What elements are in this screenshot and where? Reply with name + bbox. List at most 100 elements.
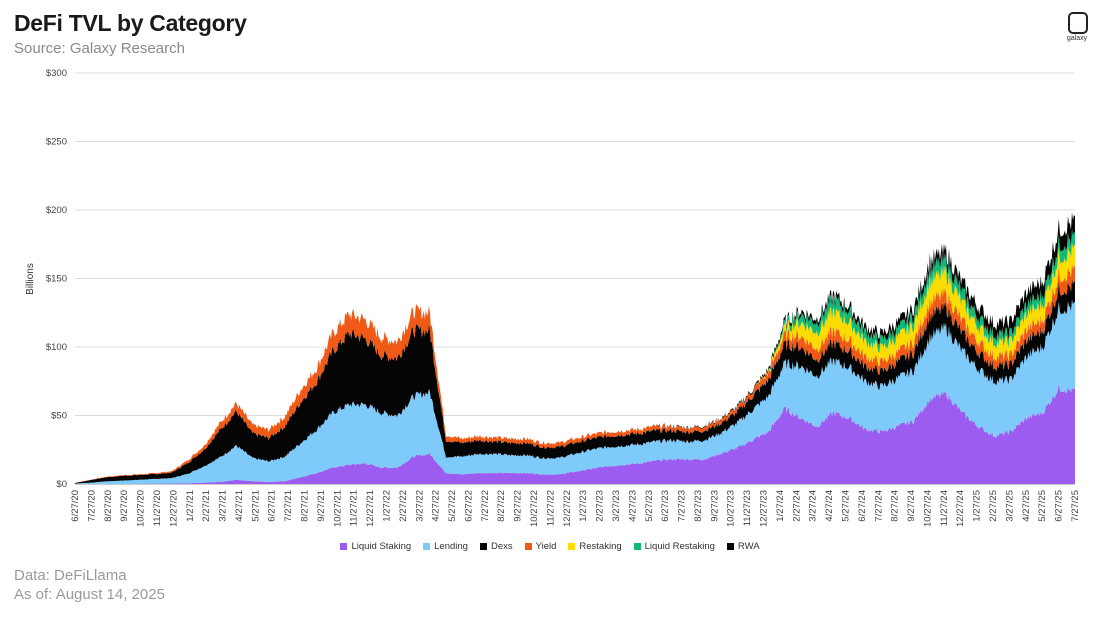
- y-tick-label: $50: [51, 411, 67, 422]
- x-tick-label: 9/27/22: [513, 490, 524, 522]
- x-tick-label: 3/27/25: [1004, 490, 1015, 522]
- x-tick-label: 10/27/20: [136, 490, 147, 527]
- chart-subtitle: Source: Galaxy Research: [14, 40, 185, 57]
- legend-label: RWA: [737, 541, 760, 552]
- x-tick-label: 11/27/20: [152, 490, 163, 526]
- x-tick-label: 9/27/23: [709, 490, 720, 522]
- x-tick-label: 7/27/23: [677, 490, 688, 522]
- x-tick-label: 10/27/21: [332, 490, 343, 527]
- x-tick-label: 12/27/24: [955, 490, 966, 527]
- area-lending: [75, 299, 1075, 484]
- legend-label: Yield: [535, 541, 557, 552]
- x-tick-label: 12/27/21: [365, 490, 376, 527]
- legend-item: Liquid Staking: [340, 541, 411, 552]
- y-axis-label: Billions: [25, 263, 36, 295]
- x-tick-label: 2/27/22: [398, 490, 409, 522]
- x-tick-label: 6/27/22: [463, 490, 474, 522]
- x-tick-label: 4/27/23: [627, 490, 638, 522]
- x-tick-label: 5/27/22: [447, 490, 458, 522]
- legend-swatch: [726, 543, 734, 550]
- legend-swatch: [633, 543, 641, 550]
- legend-swatch: [423, 543, 431, 550]
- x-tick-label: 10/27/23: [726, 490, 737, 527]
- as-of-date-note: As of: August 14, 2025: [14, 586, 165, 603]
- y-tick-label: $250: [46, 137, 67, 148]
- legend-label: Liquid Restaking: [644, 541, 715, 552]
- y-axis-ticks: $0 $50 $100 $150 $200 $250 $300: [46, 68, 67, 490]
- x-tick-label: 7/27/25: [1070, 490, 1081, 522]
- x-tick-label: 6/27/25: [1054, 490, 1065, 522]
- x-tick-label: 1/27/21: [185, 490, 196, 522]
- x-tick-label: 3/27/22: [414, 490, 425, 522]
- galaxy-logo-mark: [1068, 12, 1088, 34]
- x-tick-label: 8/27/24: [890, 490, 901, 522]
- area-dexs: [75, 278, 1075, 484]
- x-tick-label: 12/27/20: [168, 490, 179, 527]
- x-tick-label: 11/27/23: [742, 490, 753, 526]
- x-tick-label: 6/27/24: [857, 490, 868, 522]
- x-tick-label: 9/27/21: [316, 490, 327, 522]
- area-yield: [75, 262, 1075, 483]
- data-source-note: Data: DeFiLlama: [14, 567, 127, 584]
- x-tick-label: 12/27/22: [562, 490, 573, 527]
- legend-label: Liquid Staking: [351, 541, 412, 552]
- x-tick-label: 1/27/24: [775, 490, 786, 522]
- x-tick-label: 4/27/22: [431, 490, 442, 522]
- x-tick-label: 3/27/24: [808, 490, 819, 522]
- y-tick-label: $100: [46, 342, 67, 353]
- x-tick-label: 6/27/20: [70, 490, 81, 522]
- x-tick-label: 8/27/21: [300, 490, 311, 522]
- legend-swatch: [568, 543, 576, 550]
- x-tick-label: 4/27/25: [1021, 490, 1032, 522]
- area-liquid-staking: [75, 384, 1075, 484]
- x-axis-ticks: 6/27/20 7/27/20 8/27/20 9/27/20 10/27/20 11/2…: [70, 490, 1081, 527]
- x-tick-label: 6/27/23: [660, 490, 671, 522]
- x-tick-label: 8/27/20: [103, 490, 114, 522]
- x-tick-label: 12/27/23: [759, 490, 770, 527]
- x-tick-label: 8/27/22: [496, 490, 507, 522]
- x-tick-label: 4/27/21: [234, 490, 245, 522]
- x-tick-label: 5/27/23: [644, 490, 655, 522]
- y-tick-label: $300: [46, 68, 67, 79]
- x-tick-label: 7/27/20: [86, 490, 97, 522]
- y-tick-label: $200: [46, 205, 67, 216]
- x-tick-label: 3/27/23: [611, 490, 622, 522]
- x-tick-label: 7/27/21: [283, 490, 294, 522]
- x-tick-label: 11/27/24: [939, 490, 950, 526]
- legend-item: Lending: [423, 541, 468, 552]
- stacked-areas: [75, 212, 1075, 484]
- legend-item: Restaking: [568, 541, 622, 552]
- x-tick-label: 5/27/21: [250, 490, 261, 522]
- legend-swatch: [524, 543, 532, 550]
- x-tick-label: 1/27/22: [381, 490, 392, 522]
- x-tick-label: 2/27/24: [791, 490, 802, 522]
- legend-item: RWA: [726, 541, 760, 552]
- x-tick-label: 5/27/24: [840, 490, 851, 522]
- x-tick-label: 1/27/23: [578, 490, 589, 522]
- legend-swatch: [340, 543, 348, 550]
- legend-item: Liquid Restaking: [633, 541, 715, 552]
- x-tick-label: 2/27/23: [595, 490, 606, 522]
- x-tick-label: 11/27/22: [545, 490, 556, 526]
- x-tick-label: 9/27/24: [906, 490, 917, 522]
- chart-title: DeFi TVL by Category: [14, 10, 247, 36]
- x-tick-label: 2/27/25: [988, 490, 999, 522]
- galaxy-logo-text: galaxy: [1066, 35, 1088, 42]
- x-tick-label: 7/27/22: [480, 490, 491, 522]
- y-tick-label: $0: [56, 479, 67, 490]
- y-tick-label: $150: [46, 274, 67, 285]
- chart-legend: Liquid Staking Lending Dexs Yield Restaking L…: [0, 541, 1100, 552]
- x-tick-label: 7/27/24: [873, 490, 884, 522]
- x-tick-label: 3/27/21: [218, 490, 229, 522]
- x-tick-label: 5/27/25: [1037, 490, 1048, 522]
- legend-item: Yield: [524, 541, 557, 552]
- x-tick-label: 9/27/20: [119, 490, 130, 522]
- x-tick-label: 10/27/22: [529, 490, 540, 527]
- x-tick-label: 8/27/23: [693, 490, 704, 522]
- galaxy-logo-icon: galaxy: [1064, 12, 1090, 46]
- legend-swatch: [479, 543, 487, 550]
- legend-item: Dexs: [479, 541, 513, 552]
- gridlines: [75, 72, 1075, 485]
- x-tick-label: 10/27/24: [922, 490, 933, 527]
